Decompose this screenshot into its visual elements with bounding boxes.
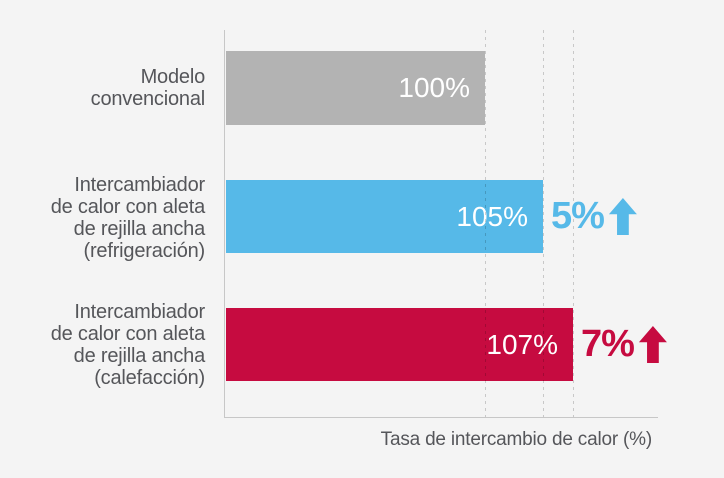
dashed-gridline-107: [573, 30, 574, 417]
x-axis-label: Tasa de intercambio de calor (%): [380, 429, 653, 450]
category-label-refrigeracion: Intercambiador de calor con aleta de rej…: [0, 174, 206, 262]
up-arrow-icon: [608, 198, 637, 235]
bar-value-label: 105%: [456, 200, 528, 232]
dashed-gridline-105: [543, 30, 544, 417]
bar-refrigeracion: 105%: [226, 180, 543, 253]
category-label-line: de rejilla ancha: [73, 217, 206, 240]
category-label-calefaccion: Intercambiador de calor con aleta de rej…: [0, 301, 206, 389]
delta-label: 7%: [581, 323, 635, 365]
category-label-line: de calor con aleta: [50, 195, 205, 218]
bar-calefaccion: 107%: [226, 308, 573, 381]
dashed-gridline-100: [485, 30, 486, 417]
delta-annotation-7pct: 7%: [581, 308, 667, 381]
category-label-line: de calor con aleta: [50, 322, 205, 345]
category-label-modelo-convencional: Modelo convencional: [0, 51, 206, 125]
category-label-line: convencional: [90, 88, 206, 110]
plot-area: 100% 105% 107% 5% 7%: [224, 30, 667, 418]
category-label-line: Modelo: [140, 66, 206, 88]
category-label-line: de rejilla ancha: [73, 344, 206, 367]
category-label-line: Intercambiador: [74, 173, 205, 196]
bar-modelo-convencional: 100%: [226, 51, 485, 125]
category-label-line: (calefacción): [94, 366, 205, 389]
delta-label: 5%: [551, 195, 605, 237]
bar-value-label: 107%: [486, 328, 558, 360]
category-label-line: Intercambiador: [74, 300, 205, 323]
category-label-line: (refrigeración): [83, 239, 206, 262]
up-arrow-icon: [638, 326, 667, 363]
bar-value-label: 100%: [398, 72, 470, 103]
delta-annotation-5pct: 5%: [551, 180, 637, 253]
